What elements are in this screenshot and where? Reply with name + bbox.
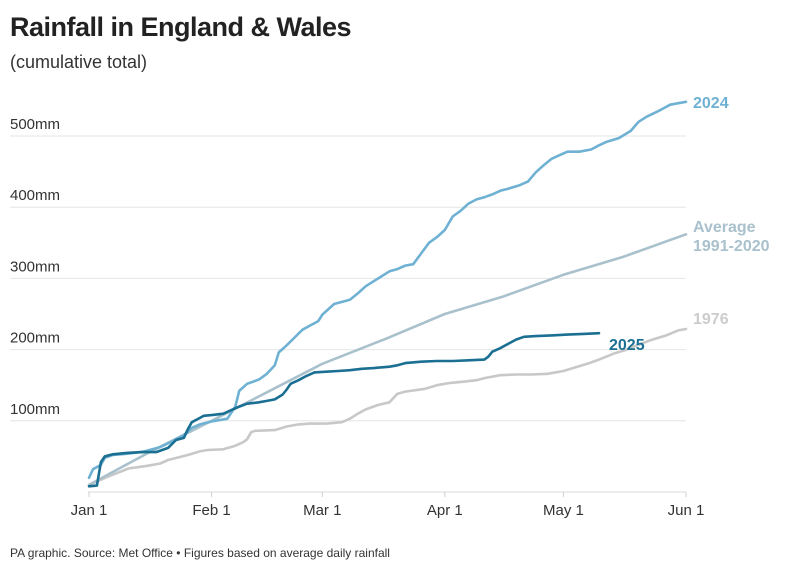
x-tick-label-5: Jun 1 (668, 502, 705, 519)
y-tick-label-500: 500mm (10, 116, 60, 133)
series-line-1976 (87, 327, 688, 487)
series-line-2025 (87, 331, 601, 488)
x-axis-ticks: Jan 1 Feb 1 Mar 1 Apr 1 May 1 Jun 1 (71, 492, 705, 519)
series-label-line: 1991-2020 (693, 238, 770, 255)
footer-source: PA graphic. Source: Met Office • Figures… (10, 546, 390, 560)
x-tick-label-4: May 1 (543, 502, 584, 519)
x-tick-label-0: Jan 1 (71, 502, 108, 519)
y-tick-label-200: 200mm (10, 330, 60, 347)
series-label-line: 2024 (693, 95, 729, 112)
series-label-2024: 2024 (693, 95, 729, 112)
chart-subtitle: (cumulative total) (10, 52, 148, 72)
y-tick-label-300: 300mm (10, 258, 60, 275)
x-tick-label-2: Mar 1 (303, 502, 341, 519)
series-label-line: Average (693, 219, 756, 236)
series-lines (87, 100, 688, 488)
x-tick-label-1: Feb 1 (192, 502, 230, 519)
y-tick-label-100: 100mm (10, 401, 60, 418)
series-labels: 2024 Average 1991-2020 1976 2025 (609, 95, 770, 354)
series-label-average-1991-2020: Average 1991-2020 (693, 219, 770, 255)
y-axis-ticks: 100mm 200mm 300mm 400mm 500mm (10, 116, 60, 418)
series-line-2024 (87, 100, 688, 480)
y-tick-label-400: 400mm (10, 187, 60, 204)
series-line-average-1991-2020 (87, 233, 688, 487)
x-tick-label-3: Apr 1 (427, 502, 463, 519)
series-label-line: 1976 (693, 311, 729, 328)
chart-title: Rainfall in England & Wales (10, 12, 352, 42)
grid-lines (10, 135, 686, 493)
series-label-line: 2025 (609, 337, 645, 354)
series-label-2025: 2025 (609, 337, 645, 354)
series-label-1976: 1976 (693, 311, 729, 328)
